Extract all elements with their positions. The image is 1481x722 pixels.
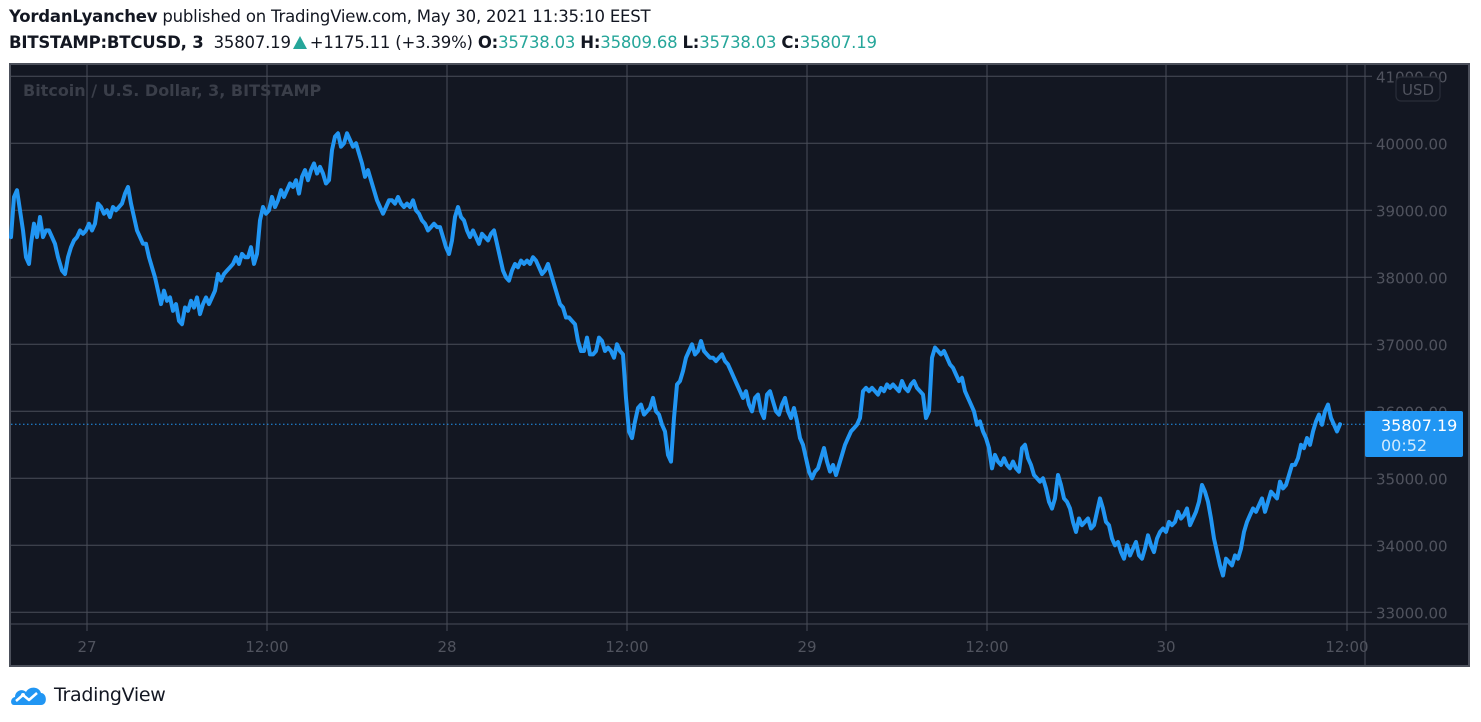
price-tick-label: 37000.00	[1376, 336, 1448, 354]
tradingview-cloud-icon	[11, 687, 46, 705]
last-price-value: 35807.19	[1381, 416, 1457, 435]
time-tick-label: 12:00	[965, 638, 1008, 656]
close-label: C:	[781, 33, 800, 52]
symbol-watermark: Bitcoin / U.S. Dollar, 3, BITSTAMP	[23, 81, 321, 100]
grid-lines	[11, 65, 1372, 631]
publish-info: YordanLyanchev published on TradingView.…	[9, 7, 651, 26]
symbol-info-bar: BITSTAMP:BTCUSD, 3 35807.19 +1175.11 (+3.…	[9, 33, 877, 52]
last-price: 35807.19	[213, 33, 291, 52]
tradingview-branding[interactable]: TradingView	[10, 683, 166, 707]
brand-name: TradingView	[54, 684, 166, 706]
time-tick-label: 27	[77, 638, 96, 656]
close-value: 35807.19	[799, 33, 877, 52]
price-tick-label: 33000.00	[1376, 604, 1448, 622]
price-tick-label: 38000.00	[1376, 269, 1448, 287]
countdown-timer: 00:52	[1381, 436, 1427, 455]
time-tick-label: 29	[797, 638, 816, 656]
last-price-label: 35807.19 00:52	[1365, 411, 1463, 457]
price-tick-label: 40000.00	[1376, 135, 1448, 153]
published-text: published on TradingView.com, May 30, 20…	[157, 7, 651, 26]
high-label: H:	[580, 33, 601, 52]
price-axis[interactable]: 41000.0040000.0039000.0038000.0037000.00…	[1376, 68, 1448, 622]
time-tick-label: 12:00	[605, 638, 648, 656]
low-value: 35738.03	[699, 33, 777, 52]
price-tick-label: 34000.00	[1376, 537, 1448, 555]
open-value: 35738.03	[498, 33, 576, 52]
time-tick-label: 30	[1156, 638, 1175, 656]
time-tick-label: 28	[437, 638, 456, 656]
time-tick-label: 12:00	[1325, 638, 1368, 656]
currency-button[interactable]: USD	[1395, 76, 1441, 102]
author-name[interactable]: YordanLyanchev	[9, 7, 158, 26]
low-label: L:	[682, 33, 700, 52]
currency-label: USD	[1402, 81, 1434, 99]
time-tick-label: 12:00	[245, 638, 288, 656]
time-axis[interactable]: 27 12:00 28 12:00 29 12:00 30 12:00	[77, 638, 1368, 656]
high-value: 35809.68	[600, 33, 678, 52]
open-label: O:	[477, 33, 499, 52]
up-triangle-icon	[292, 36, 307, 49]
price-line	[9, 131, 1342, 578]
symbol-label: BITSTAMP:BTCUSD, 3	[9, 33, 204, 52]
price-tick-label: 39000.00	[1376, 202, 1448, 220]
price-change: +1175.11 (+3.39%)	[309, 33, 473, 52]
price-tick-label: 35000.00	[1376, 470, 1448, 488]
